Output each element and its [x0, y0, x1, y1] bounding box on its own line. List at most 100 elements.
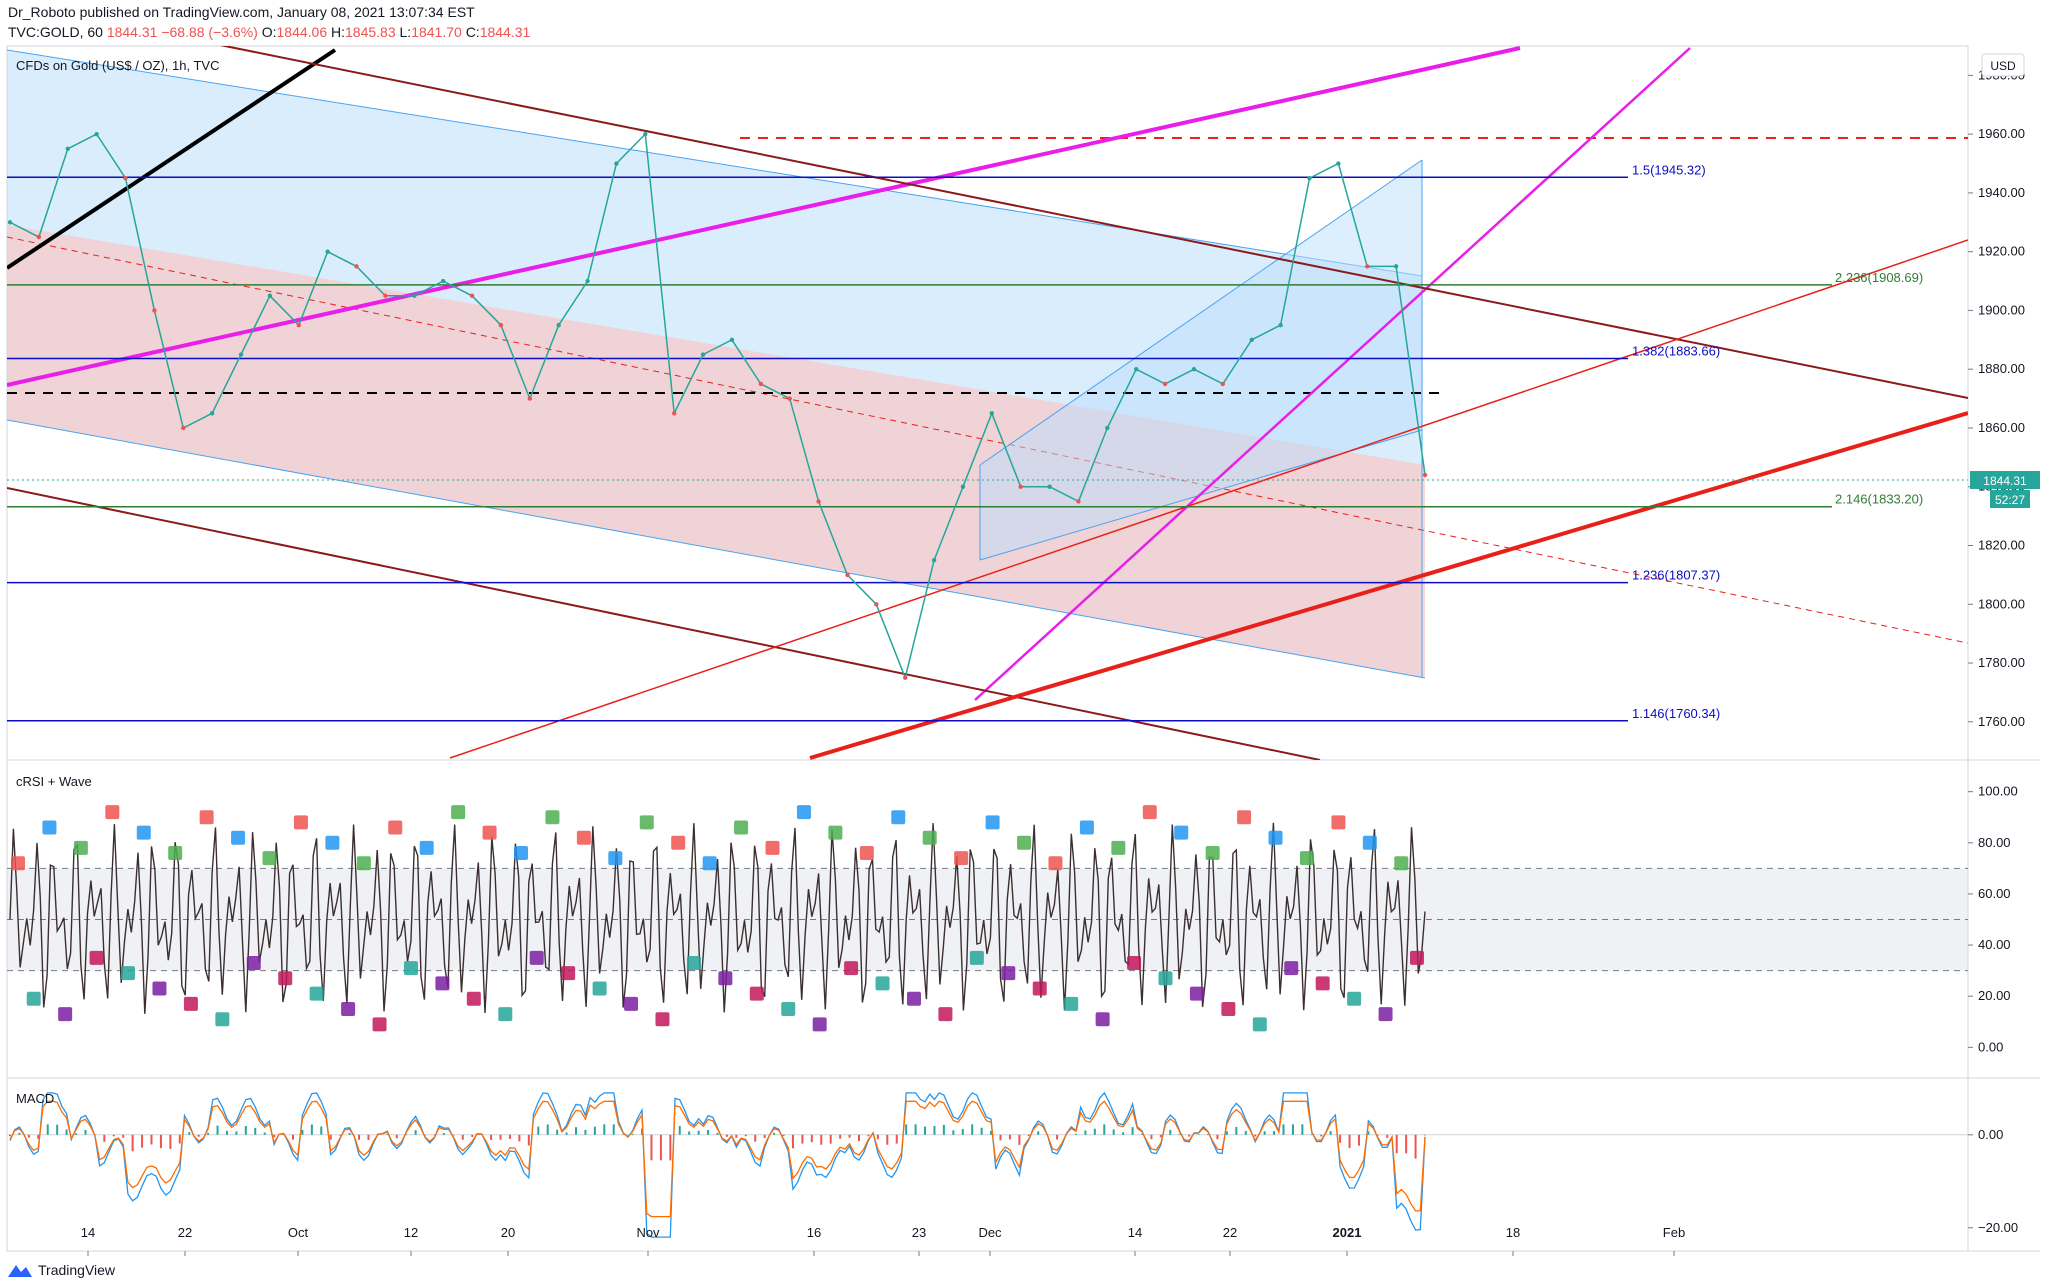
rsi-signal-marker — [812, 1017, 827, 1032]
main-pane-drawings: 1.5(1945.32) 2.236(1908.69) 1.382(1883.66)… — [7, 46, 1968, 760]
rsi-signal-marker — [152, 981, 167, 996]
price-point — [412, 293, 417, 298]
price-point — [671, 411, 677, 416]
rsi-signal-marker — [1032, 981, 1047, 996]
fib-level-label: 2.236(1908.69) — [1835, 270, 1923, 285]
rsi-signal-marker — [11, 856, 25, 871]
price-point — [1307, 176, 1312, 181]
fib-level-label: 1.382(1883.66) — [1632, 343, 1720, 358]
time-axis-tick-label: 23 — [912, 1225, 926, 1240]
close-key: C: — [465, 24, 480, 40]
price-point — [383, 293, 388, 298]
footer-brand[interactable]: TradingView — [38, 1262, 116, 1278]
time-axis-tick-label: 2021 — [1333, 1225, 1362, 1240]
price-point — [1018, 484, 1023, 489]
red-trendline-thin — [449, 239, 1968, 759]
open-value: 1844.06 — [276, 24, 328, 40]
close-value: 1844.31 — [479, 24, 531, 40]
rsi-signal-marker — [466, 991, 481, 1006]
price-point — [874, 602, 879, 607]
rsi-axis-tick-label: 20.00 — [1978, 988, 2011, 1003]
price-point — [527, 396, 532, 401]
price-point — [123, 176, 128, 181]
chart-header: Dr_Roboto published on TradingView.com, … — [0, 0, 2048, 44]
rsi-guide-lines — [7, 867, 1968, 972]
rsi-signal-marker — [1362, 835, 1377, 850]
price-axis-tick-label: 1880.00 — [1978, 361, 2025, 376]
time-axis-tick-label: 20 — [501, 1225, 515, 1240]
time-axis-tick-label: 22 — [1223, 1225, 1237, 1240]
rsi-signal-marker — [891, 810, 906, 825]
currency-button[interactable] — [1981, 53, 2025, 77]
rsi-signal-marker — [231, 830, 246, 845]
price-point — [267, 293, 273, 298]
macd-axis-tick-label: −20.00 — [1978, 1220, 2018, 1235]
symbol-label[interactable]: TVC:GOLD, 60 — [8, 24, 103, 40]
rsi-signal-marker — [183, 996, 198, 1011]
macd-pane-title: MACD — [16, 1091, 54, 1106]
currency-button-label: USD — [1990, 59, 2016, 73]
price-point — [498, 322, 504, 328]
macd-axis-tick-label: 0.00 — [1978, 1127, 2003, 1142]
time-axis-tick-label: 14 — [1128, 1225, 1142, 1240]
rsi-signal-marker — [529, 950, 544, 965]
rsi-signal-marker — [105, 805, 120, 820]
rsi-signal-marker — [624, 996, 639, 1011]
time-axis-tick-label: 22 — [178, 1225, 192, 1240]
rsi-signal-markers — [11, 805, 1424, 1032]
price-point — [1134, 367, 1139, 372]
price-axis[interactable]: 1760.001780.001800.001820.001840.001860.… — [1968, 67, 2025, 729]
time-axis[interactable]: 14 22 Oct 12 20 Nov 16 23 Dec 14 22 2021 18 Feb — [81, 1225, 1685, 1256]
rsi-signal-marker — [671, 835, 686, 850]
rsi-signal-marker — [293, 815, 308, 830]
rsi-signal-marker — [498, 1007, 513, 1022]
rsi-axis[interactable]: 0.00 20.00 40.00 60.00 80.00 100.00 — [1968, 784, 2018, 1055]
rising-channel-fill — [980, 160, 1422, 560]
red-channel-fill — [7, 225, 1425, 678]
rsi-signal-marker — [765, 840, 780, 855]
rsi-signal-marker — [403, 961, 418, 976]
price-point — [903, 675, 908, 680]
rsi-signal-marker — [592, 981, 607, 996]
price-point — [1336, 161, 1341, 166]
rsi-signal-marker — [58, 1007, 73, 1022]
rsi-signal-marker — [639, 815, 654, 830]
rsi-signal-marker — [1331, 815, 1346, 830]
rsi-signal-marker — [1347, 991, 1362, 1006]
time-axis-tick-label: Nov — [636, 1225, 660, 1240]
price-point — [1105, 425, 1110, 431]
rsi-signal-marker — [1237, 810, 1252, 825]
price-axis-tick-label: 1940.00 — [1978, 185, 2025, 200]
time-axis-tick-label: 18 — [1506, 1225, 1520, 1240]
price-point — [152, 308, 157, 313]
fib-level-label: 1.5(1945.32) — [1632, 162, 1706, 177]
rsi-signal-marker — [1221, 1001, 1236, 1016]
rsi-signal-marker — [734, 820, 749, 835]
rsi-signal-marker — [372, 1017, 387, 1032]
rsi-signal-marker — [168, 846, 183, 861]
blue-channel-bottom — [7, 419, 1426, 679]
rsi-series — [9, 822, 1426, 1014]
price-point — [989, 411, 995, 416]
price-point — [181, 425, 186, 431]
price-axis-tick-label: 1820.00 — [1978, 538, 2025, 553]
price-axis-tick-label: 1900.00 — [1978, 302, 2025, 317]
price-point — [296, 322, 301, 328]
rsi-signal-marker — [1205, 846, 1220, 861]
price-point — [65, 146, 70, 152]
rsi-signal-marker — [1064, 996, 1079, 1011]
price-point — [1076, 499, 1081, 504]
rsi-signal-marker — [828, 825, 843, 840]
low-key: L: — [399, 24, 412, 40]
price-point — [440, 278, 446, 284]
tradingview-logo-icon[interactable] — [8, 1265, 32, 1277]
price-axis-tick-label: 1860.00 — [1978, 420, 2025, 435]
macd-pane-drawings — [7, 1091, 1968, 1238]
rsi-signal-marker — [1268, 830, 1283, 845]
rsi-signal-marker — [545, 810, 560, 825]
macd-axis[interactable]: 0.00 −20.00 — [1968, 1127, 2018, 1235]
rsi-signal-marker — [796, 805, 811, 820]
last-price-tag — [1970, 471, 2040, 489]
rsi-signal-marker — [1410, 950, 1424, 965]
